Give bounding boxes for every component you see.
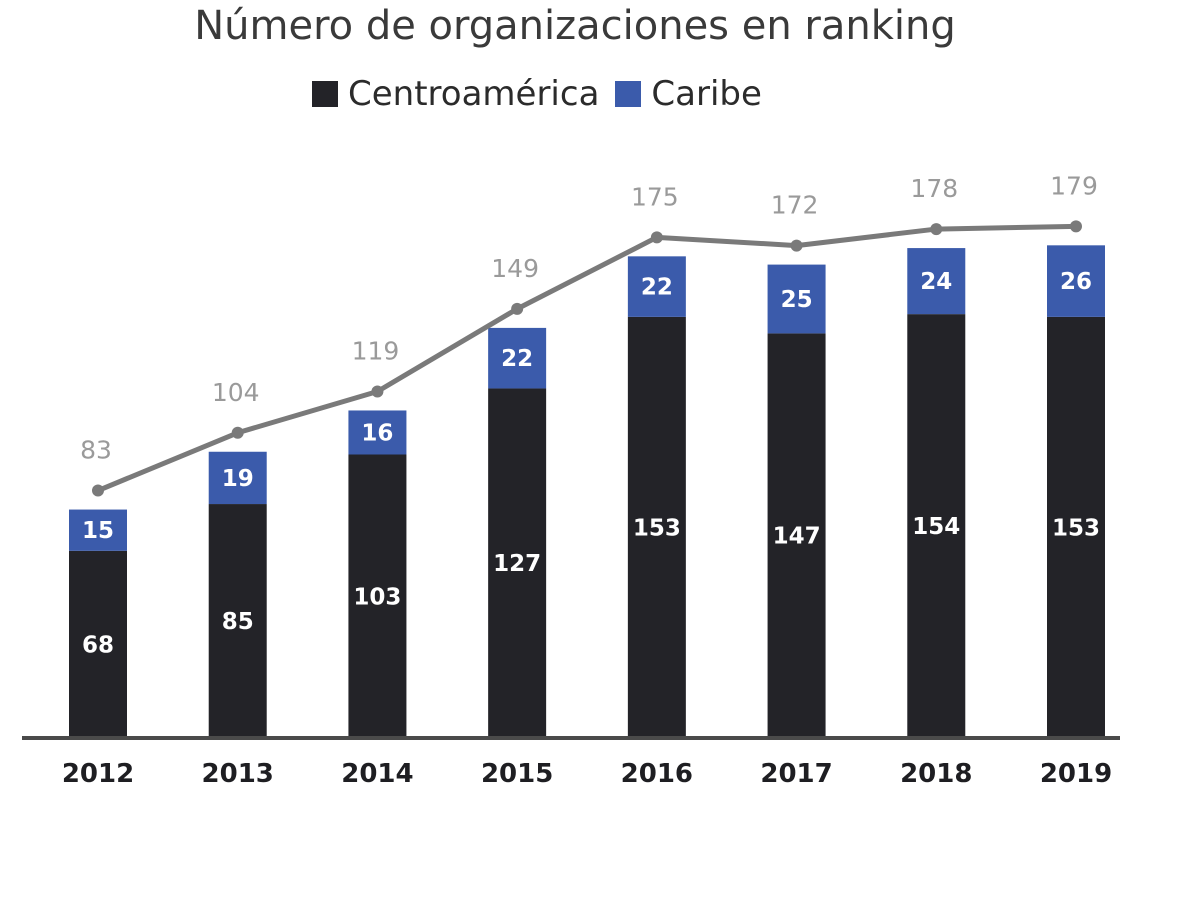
x-tick-label-2019: 2019 [1040,759,1112,789]
total-labels-group: 83 104 119 149 175 172 178 179 [80,171,1098,464]
bar-label-caribe-2016: 22 [641,275,673,301]
bar-centroamerica-2012 [69,550,127,738]
x-tick-label-2013: 2013 [202,759,274,789]
bar-centroamerica-2016 [627,316,686,738]
bar-centroamerica-2014 [348,454,407,738]
bar-centroamerica-2018 [907,314,966,738]
x-tick-label-2014: 2014 [341,759,413,789]
bar-label-caribe-2017: 25 [781,287,813,313]
total-point-2016 [650,231,663,244]
bar-label-caribe-2014: 16 [361,420,393,446]
bar-caribe-2016 [627,256,686,317]
legend: Centroamérica Caribe [312,72,778,116]
bar-label-centroamerica-2013: 85 [222,609,254,635]
total-point-2014 [371,385,384,398]
legend-swatch-centroamerica [312,81,338,107]
bar-label-centroamerica-2015: 127 [493,551,541,577]
bar-caribe-2017 [767,264,826,334]
bar-label-caribe-2013: 19 [222,466,254,492]
total-label-2014: 119 [352,336,400,365]
total-label-2017: 172 [771,191,819,220]
x-tick-label-2017: 2017 [760,759,832,789]
bars-group [69,245,1105,738]
bar-caribe-2018 [907,248,966,315]
total-label-2018: 178 [910,174,958,203]
legend-item-caribe: Caribe [615,74,762,114]
bar-label-caribe-2018: 24 [920,269,952,295]
segment-labels-group: 68 15 85 19 103 16 127 22 153 22 147 25 154 24 153 26 [82,269,1100,658]
total-point-2013 [231,426,244,439]
bar-caribe-2015 [488,327,547,389]
legend-item-centroamerica: Centroamérica [312,74,599,114]
total-point-2012 [92,484,104,497]
bar-label-caribe-2015: 22 [501,346,533,372]
total-label-2015: 149 [491,254,539,283]
bar-caribe-2013 [208,451,267,505]
bar-label-centroamerica-2017: 147 [773,524,821,550]
bar-label-centroamerica-2016: 153 [633,515,681,541]
bar-centroamerica-2013 [208,504,267,738]
bar-centroamerica-2017 [767,333,826,738]
total-point-2017 [790,239,803,252]
bar-label-centroamerica-2014: 103 [353,584,401,610]
total-point-2019 [1070,220,1082,233]
bar-caribe-2012 [69,509,127,551]
x-tick-label-2018: 2018 [900,759,972,789]
total-label-2012: 83 [80,436,112,465]
bar-label-caribe-2019: 26 [1060,269,1092,295]
bar-caribe-2014 [348,410,407,455]
total-line-group [92,220,1082,497]
bar-centroamerica-2019 [1047,316,1105,738]
total-label-2016: 175 [631,182,679,211]
x-tick-label-2015: 2015 [481,759,553,789]
bar-label-centroamerica-2018: 154 [912,514,960,540]
chart-title: Número de organizaciones en ranking [194,3,956,49]
bar-label-caribe-2012: 15 [82,518,114,544]
total-line [97,223,1077,493]
bar-label-centroamerica-2019: 153 [1052,515,1100,541]
x-tick-labels-group: 2012 2013 2014 2015 2016 2017 2018 2019 [62,759,1112,789]
bar-label-centroamerica-2012: 68 [82,632,114,658]
total-point-2015 [511,302,524,315]
bar-centroamerica-2015 [488,388,547,738]
total-point-2018 [930,223,943,236]
x-tick-label-2012: 2012 [62,759,134,789]
legend-label-centroamerica: Centroamérica [348,74,600,114]
x-tick-label-2016: 2016 [621,759,693,789]
legend-label-caribe: Caribe [651,74,762,114]
legend-swatch-caribe [615,81,642,107]
total-label-2019: 179 [1050,171,1098,200]
bar-caribe-2019 [1047,245,1105,317]
total-label-2013: 104 [212,378,260,407]
